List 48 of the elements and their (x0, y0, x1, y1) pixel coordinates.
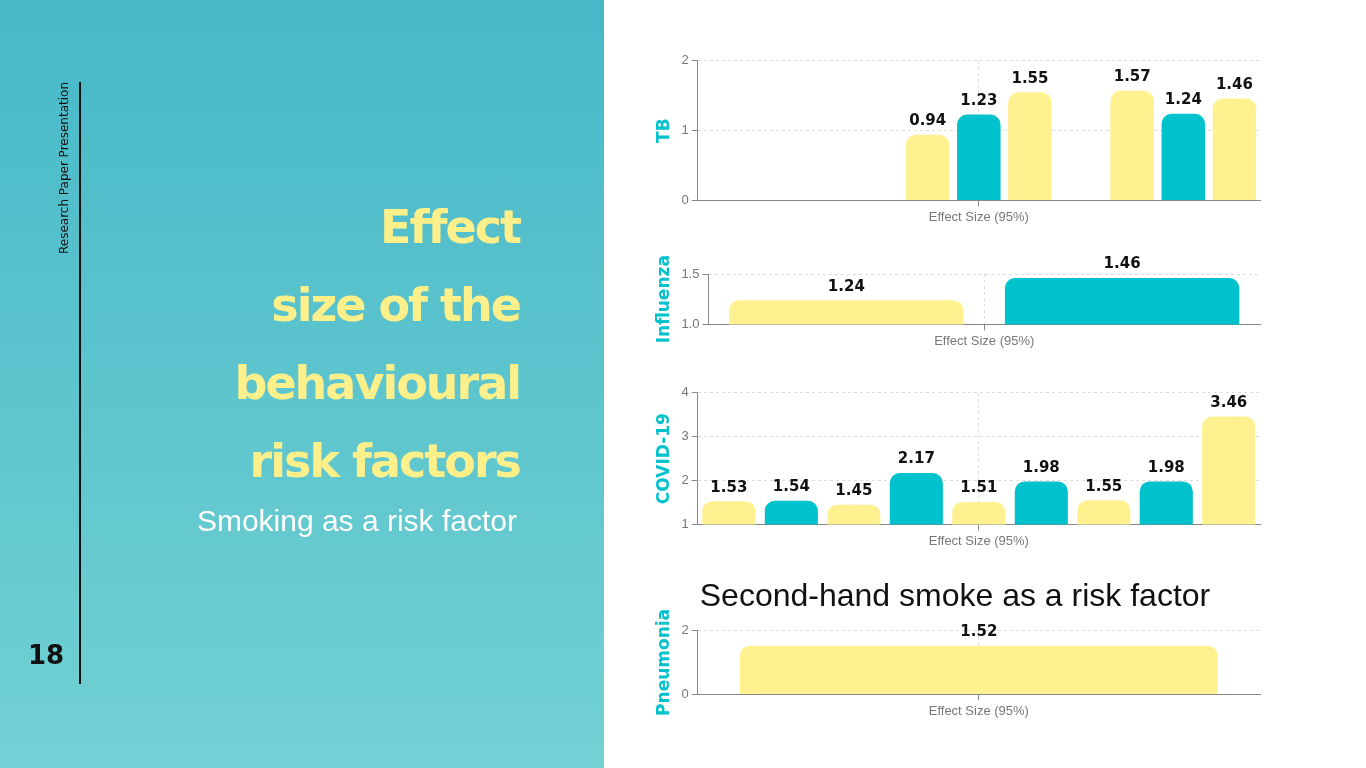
data-label: 3.46 (1210, 392, 1248, 411)
data-label: 1.51 (960, 478, 998, 497)
y-axis-title: COVID-19 (652, 413, 673, 505)
y-tick-label: 1 (681, 122, 689, 138)
data-label: 1.46 (1215, 74, 1253, 93)
y-tick-label: 2 (681, 52, 689, 68)
bar (1008, 92, 1052, 200)
data-label: 1.98 (1147, 457, 1185, 476)
chart-title: Second-hand smoke as a risk factor (699, 577, 1211, 614)
x-tick-label: Effect Size (95%) (928, 532, 1029, 548)
y-tick-label: 0 (681, 191, 689, 207)
y-tick-label: 1.5 (681, 265, 700, 281)
data-label: 1.52 (960, 622, 998, 641)
text: Effect size of the behavioural risk factors (233, 199, 520, 490)
y-axis-title: TB (652, 118, 673, 143)
bar (1161, 113, 1206, 200)
bar (905, 134, 950, 200)
x-tick-label: Effect Size (95%) (928, 208, 1029, 224)
y-axis-title: Pneumonia (652, 608, 673, 716)
data-label: 1.57 (1113, 67, 1151, 86)
data-label: 1.55 (1085, 476, 1123, 495)
text: Research Paper Presentation (57, 82, 71, 255)
y-tick-label: 1.0 (681, 315, 700, 331)
y-tick-label: 0 (681, 685, 689, 701)
x-tick-label: Effect Size (95%) (934, 332, 1035, 348)
y-tick-label: 2 (681, 472, 689, 488)
y-tick-label: 4 (681, 384, 689, 400)
y-axis-title: Influenza (652, 255, 673, 344)
data-label: 2.17 (897, 449, 935, 468)
data-label: 1.53 (710, 477, 748, 496)
data-label: 0.94 (909, 111, 947, 130)
text: 18 (28, 640, 65, 670)
bar (1212, 98, 1257, 200)
bar (1110, 90, 1154, 200)
data-label: 1.23 (960, 90, 998, 109)
data-label: 1.55 (1011, 68, 1049, 87)
y-tick-label: 1 (681, 515, 689, 531)
bar (957, 114, 1001, 200)
data-label: 1.46 (1103, 254, 1141, 273)
data-label: 1.45 (835, 481, 873, 500)
text: Smoking as a risk factor (195, 504, 517, 538)
x-tick-label: Effect Size (95%) (928, 702, 1029, 718)
data-label: 1.54 (772, 477, 810, 496)
data-label: 1.98 (1022, 457, 1060, 476)
y-tick-label: 2 (681, 621, 689, 637)
data-label: 1.24 (1164, 90, 1202, 109)
y-tick-label: 3 (681, 428, 689, 444)
data-label: 1.24 (827, 276, 865, 295)
